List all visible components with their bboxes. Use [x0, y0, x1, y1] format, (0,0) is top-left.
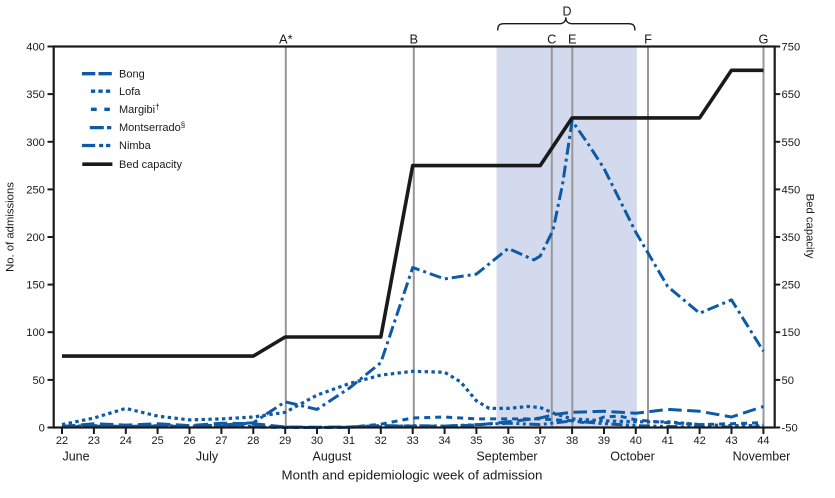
- svg-text:C: C: [547, 31, 556, 46]
- svg-text:27: 27: [215, 435, 227, 447]
- svg-text:44: 44: [757, 435, 769, 447]
- svg-text:September: September: [476, 450, 537, 464]
- svg-text:June: June: [62, 450, 89, 464]
- svg-text:750: 750: [782, 42, 801, 54]
- svg-text:22: 22: [56, 435, 68, 447]
- svg-text:Bed capacity: Bed capacity: [119, 159, 182, 171]
- svg-text:350: 350: [26, 89, 45, 101]
- svg-text:33: 33: [407, 435, 419, 447]
- svg-text:November: November: [733, 450, 791, 464]
- svg-text:32: 32: [375, 435, 387, 447]
- svg-text:250: 250: [26, 184, 45, 196]
- svg-text:Lofa: Lofa: [119, 86, 141, 98]
- svg-text:38: 38: [566, 435, 578, 447]
- svg-text:30: 30: [311, 435, 323, 447]
- svg-text:200: 200: [26, 232, 45, 244]
- svg-text:350: 350: [782, 232, 801, 244]
- svg-text:-50: -50: [782, 423, 798, 435]
- svg-text:40: 40: [630, 435, 642, 447]
- svg-text:31: 31: [343, 435, 355, 447]
- svg-text:550: 550: [782, 137, 801, 149]
- svg-text:Nimba: Nimba: [119, 140, 152, 152]
- svg-text:G: G: [759, 31, 769, 46]
- svg-text:F: F: [644, 31, 652, 46]
- svg-text:150: 150: [26, 280, 45, 292]
- svg-text:41: 41: [662, 435, 674, 447]
- svg-text:50: 50: [32, 375, 44, 387]
- svg-text:23: 23: [88, 435, 100, 447]
- svg-text:E: E: [568, 31, 577, 46]
- svg-text:42: 42: [693, 435, 705, 447]
- svg-text:B: B: [410, 31, 419, 46]
- svg-text:A*: A*: [279, 31, 293, 46]
- svg-text:28: 28: [247, 435, 259, 447]
- svg-text:39: 39: [598, 435, 610, 447]
- svg-text:0: 0: [39, 423, 45, 435]
- svg-text:400: 400: [26, 42, 45, 54]
- svg-text:D: D: [562, 4, 571, 18]
- svg-text:Montserrado§: Montserrado§: [119, 121, 185, 135]
- svg-text:36: 36: [502, 435, 514, 447]
- svg-text:50: 50: [782, 375, 794, 387]
- svg-text:August: August: [313, 450, 352, 464]
- svg-text:43: 43: [725, 435, 737, 447]
- svg-text:26: 26: [183, 435, 195, 447]
- svg-text:July: July: [196, 450, 219, 464]
- svg-text:37: 37: [534, 435, 546, 447]
- svg-text:No. of admissions: No. of admissions: [5, 182, 17, 272]
- svg-text:150: 150: [782, 327, 801, 339]
- svg-text:250: 250: [782, 280, 801, 292]
- svg-text:300: 300: [26, 137, 45, 149]
- svg-text:34: 34: [438, 435, 450, 447]
- svg-text:Margibi†: Margibi†: [119, 102, 160, 116]
- svg-text:Month and epidemiologic week o: Month and epidemiologic week of admissio…: [282, 468, 543, 483]
- svg-text:450: 450: [782, 184, 801, 196]
- svg-text:October: October: [610, 450, 654, 464]
- svg-text:Bong: Bong: [119, 68, 145, 80]
- svg-text:100: 100: [26, 327, 45, 339]
- svg-text:Bed capacity: Bed capacity: [804, 194, 816, 259]
- svg-text:25: 25: [151, 435, 163, 447]
- svg-text:35: 35: [470, 435, 482, 447]
- svg-text:650: 650: [782, 89, 801, 101]
- svg-text:24: 24: [120, 435, 132, 447]
- svg-text:29: 29: [279, 435, 291, 447]
